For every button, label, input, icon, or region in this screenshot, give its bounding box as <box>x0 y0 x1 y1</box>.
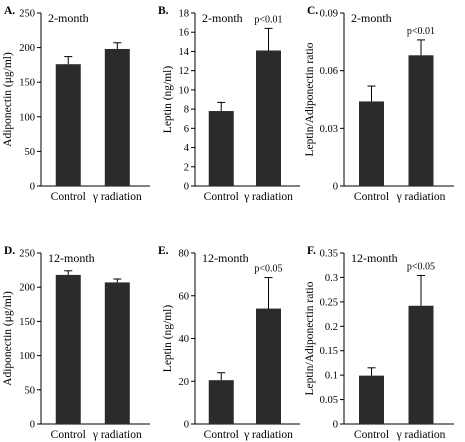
y-tick-label: 0 <box>333 420 338 431</box>
panel-subtitle: 12-month <box>202 251 249 265</box>
y-tick-label: 250 <box>19 249 35 260</box>
y-tick-label: 0 <box>30 182 35 193</box>
y-tick-label: 0.09 <box>320 9 338 20</box>
y-tick-label: 50 <box>25 385 36 396</box>
y-axis-title: Leptin (ng/ml) <box>162 305 174 373</box>
significance-label: p<0.01 <box>407 26 435 37</box>
x-tick-label: Control <box>354 191 389 203</box>
x-tick-label: Control <box>204 191 239 203</box>
bar-radiation <box>256 308 281 424</box>
x-tick-label: Control <box>51 191 86 203</box>
y-tick-label: 50 <box>25 147 36 158</box>
panel-subtitle: 12-month <box>351 251 398 265</box>
y-axis-title: Leptin/Adiponectin ratio <box>304 42 316 156</box>
y-tick-label: 0 <box>30 420 35 431</box>
bar-control <box>208 380 234 424</box>
y-tick-label: 18 <box>179 9 190 20</box>
y-axis-title: Adiponectin (μg/ml) <box>2 291 14 386</box>
y-tick-label: 150 <box>19 317 35 328</box>
x-tick-label: γ radiation <box>396 429 446 441</box>
x-tick-label: γ radiation <box>243 429 293 441</box>
y-axis-title: Leptin/Adiponectin ratio <box>304 281 316 395</box>
significance-label: p<0.01 <box>254 14 282 25</box>
bar-radiation <box>104 48 130 186</box>
y-tick-label: 0 <box>333 182 338 193</box>
y-tick-label: 14 <box>179 47 190 58</box>
bar-control <box>55 274 81 424</box>
y-tick-label: 0 <box>184 182 189 193</box>
y-tick-label: 0.05 <box>320 395 338 406</box>
panel-subtitle: 2-month <box>48 11 89 25</box>
y-tick-label: 0.2 <box>325 322 338 333</box>
panel-f: 0 0.05 0.1 0.15 0.2 0.25 0.3 0.35 Control γ radia… <box>304 245 454 441</box>
y-tick-label: 10 <box>179 85 190 96</box>
x-tick-label: Control <box>354 429 389 441</box>
y-tick-label: 150 <box>19 78 35 89</box>
x-tick-label: γ radiation <box>92 429 142 441</box>
x-tick-label: γ radiation <box>92 191 142 203</box>
panel-letter: E. <box>158 245 169 257</box>
y-tick-label: 8 <box>184 105 189 116</box>
bar-control <box>208 111 234 186</box>
y-tick-label: 0.03 <box>320 124 338 135</box>
bar-radiation <box>408 305 434 424</box>
y-tick-label: 4 <box>184 143 190 154</box>
x-tick-label: γ radiation <box>243 191 293 203</box>
y-axis-title: Leptin (ng/ml) <box>162 66 174 134</box>
panel-c: 0 0.03 0.06 0.09 Control γ radiation C. 2-month… <box>304 5 454 203</box>
panel-letter: B. <box>158 5 169 17</box>
bar-control <box>359 101 384 186</box>
bar-control <box>359 375 384 424</box>
y-tick-label: 40 <box>179 334 190 345</box>
panel-e: 0 20 40 60 80 Control γ radiation E. 12-month Lep… <box>158 245 300 441</box>
y-tick-label: 200 <box>19 43 35 54</box>
y-tick-label: 0.15 <box>320 346 338 357</box>
y-tick-label: 0 <box>184 420 189 431</box>
x-tick-label: Control <box>51 429 86 441</box>
y-tick-label: 250 <box>19 9 35 20</box>
panel-subtitle: 2-month <box>202 11 243 25</box>
y-tick-label: 60 <box>179 291 190 302</box>
panel-b: 0 2 4 6 8 10 12 14 16 18 Control γ radiation B. 2-mon… <box>158 5 300 203</box>
y-tick-label: 2 <box>184 162 189 173</box>
y-tick-label: 0.25 <box>320 297 338 308</box>
x-tick-label: Control <box>204 429 239 441</box>
panel-letter: C. <box>307 5 318 17</box>
y-tick-label: 0.1 <box>325 371 338 382</box>
y-tick-label: 100 <box>19 112 35 123</box>
y-tick-label: 20 <box>179 377 190 388</box>
bar-radiation <box>256 50 281 186</box>
panel-subtitle: 2-month <box>351 11 392 25</box>
bar-radiation <box>408 55 434 187</box>
y-tick-label: 0.06 <box>320 66 338 77</box>
y-tick-label: 0.35 <box>320 249 338 260</box>
y-tick-label: 100 <box>19 351 35 362</box>
panel-a: 0 50 100 150 200 250 Control γ radiation A. 2-mon… <box>2 5 150 203</box>
significance-label: p<0.05 <box>254 264 282 275</box>
bar-radiation <box>104 282 130 424</box>
y-tick-label: 80 <box>179 249 190 260</box>
y-axis-title: Adiponectin (μg/ml) <box>2 52 14 147</box>
y-tick-label: 16 <box>179 28 190 39</box>
y-tick-label: 0.3 <box>325 273 338 284</box>
panel-d: 0 50 100 150 200 250 Control γ radiation D. 12-mo… <box>2 245 150 441</box>
panel-letter: D. <box>4 245 15 257</box>
x-tick-label: γ radiation <box>396 191 446 203</box>
panel-letter: F. <box>307 245 316 257</box>
panel-subtitle: 12-month <box>48 251 95 265</box>
y-tick-label: 200 <box>19 283 35 294</box>
bar-control <box>55 64 81 186</box>
panel-letter: A. <box>4 5 15 17</box>
y-tick-label: 6 <box>184 124 189 135</box>
significance-label: p<0.05 <box>407 261 435 272</box>
y-tick-label: 12 <box>179 66 190 77</box>
